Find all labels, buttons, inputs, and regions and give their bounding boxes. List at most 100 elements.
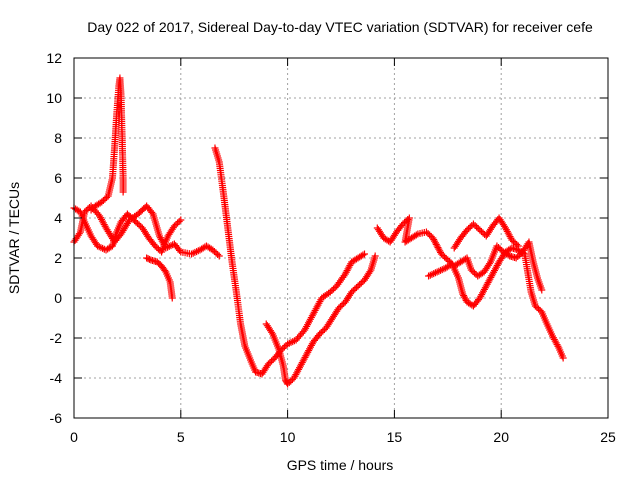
data-point xyxy=(287,377,295,385)
data-point xyxy=(466,223,474,231)
y-tick-label: 8 xyxy=(54,130,62,146)
data-point xyxy=(153,244,161,251)
y-tick-label: -2 xyxy=(50,330,63,346)
data-point xyxy=(338,301,346,309)
x-axis-label: GPS time / hours xyxy=(287,457,394,473)
data-point xyxy=(193,248,201,256)
x-tick-label: 15 xyxy=(387,429,403,445)
data-point xyxy=(99,197,107,204)
data-point xyxy=(412,231,420,239)
x-tick-label: 0 xyxy=(70,429,78,445)
data-point xyxy=(467,266,475,274)
data-point xyxy=(441,253,449,261)
data-point xyxy=(460,292,468,300)
data-point xyxy=(508,236,516,244)
data-point xyxy=(151,242,159,250)
data-point xyxy=(513,241,521,248)
data-point xyxy=(132,218,140,226)
data-point xyxy=(434,244,442,252)
data-point xyxy=(360,250,368,258)
y-tick-label: 2 xyxy=(54,250,62,266)
series-track-e xyxy=(211,144,368,378)
x-tick-label: 10 xyxy=(280,429,296,445)
data-point xyxy=(431,237,439,245)
data-point xyxy=(354,282,362,290)
data-point xyxy=(319,327,327,335)
data-point xyxy=(336,303,344,310)
data-point xyxy=(477,228,485,235)
data-point xyxy=(438,266,446,274)
data-point xyxy=(101,195,109,203)
y-tick-label: 4 xyxy=(54,210,62,226)
data-point xyxy=(437,250,445,258)
series-track-i xyxy=(450,214,522,252)
y-tick-label: 12 xyxy=(46,50,62,66)
data-point xyxy=(335,304,343,312)
data-point xyxy=(460,293,468,301)
data-point xyxy=(287,338,295,346)
data-point xyxy=(154,245,162,253)
data-point xyxy=(554,342,562,350)
data-point xyxy=(435,245,443,253)
data-point xyxy=(328,287,336,294)
data-point xyxy=(75,230,83,238)
data-point xyxy=(461,295,469,303)
series-track-c xyxy=(87,74,127,214)
data-point xyxy=(148,208,156,216)
data-point xyxy=(191,248,199,256)
data-point xyxy=(485,260,493,268)
data-point xyxy=(433,242,441,250)
data-point xyxy=(366,268,374,276)
data-point xyxy=(351,285,359,293)
data-point xyxy=(352,284,360,291)
data-point xyxy=(177,216,185,224)
data-series xyxy=(70,74,567,388)
data-point xyxy=(266,359,274,366)
data-point xyxy=(356,281,364,288)
data-point xyxy=(431,269,439,277)
series-track-d xyxy=(143,254,176,302)
y-tick-label: -4 xyxy=(50,370,63,386)
data-point xyxy=(285,339,293,347)
y-tick-label: 6 xyxy=(54,170,62,186)
data-point xyxy=(437,266,445,274)
x-tick-label: 5 xyxy=(177,429,185,445)
y-tick-label: 0 xyxy=(54,290,62,306)
data-point xyxy=(471,222,479,229)
data-point xyxy=(538,286,546,294)
series-track-f xyxy=(262,252,379,388)
data-point xyxy=(175,218,183,225)
data-point xyxy=(432,240,440,248)
data-point xyxy=(280,343,288,351)
data-point xyxy=(317,329,325,336)
data-point xyxy=(459,290,467,298)
data-point xyxy=(170,222,178,230)
y-axis-label: SDTVAR / TECUs xyxy=(6,182,22,294)
data-point xyxy=(531,302,539,310)
data-point xyxy=(284,340,292,348)
data-point xyxy=(465,225,473,232)
data-point xyxy=(119,188,127,196)
data-point xyxy=(210,248,218,255)
data-point xyxy=(428,270,436,278)
data-point xyxy=(425,272,433,280)
data-point xyxy=(359,251,367,259)
data-point xyxy=(348,288,356,296)
data-point xyxy=(168,294,176,302)
data-point xyxy=(285,379,293,386)
series-track-h xyxy=(425,244,567,362)
data-point xyxy=(430,236,438,244)
data-point xyxy=(431,239,439,247)
data-point xyxy=(289,338,297,346)
y-tick-label: -6 xyxy=(50,410,63,426)
x-tick-label: 25 xyxy=(600,429,616,445)
data-point xyxy=(135,221,143,229)
data-point xyxy=(514,253,522,260)
data-point xyxy=(264,360,272,368)
data-point xyxy=(511,239,519,247)
axis-ticks: 0 5 10 15 20 25 -6 -4 -2 0 2 4 6 8 10 12 xyxy=(46,50,616,445)
data-point xyxy=(357,279,365,287)
data-point xyxy=(214,251,222,258)
data-point xyxy=(444,256,452,264)
data-point xyxy=(326,288,334,296)
